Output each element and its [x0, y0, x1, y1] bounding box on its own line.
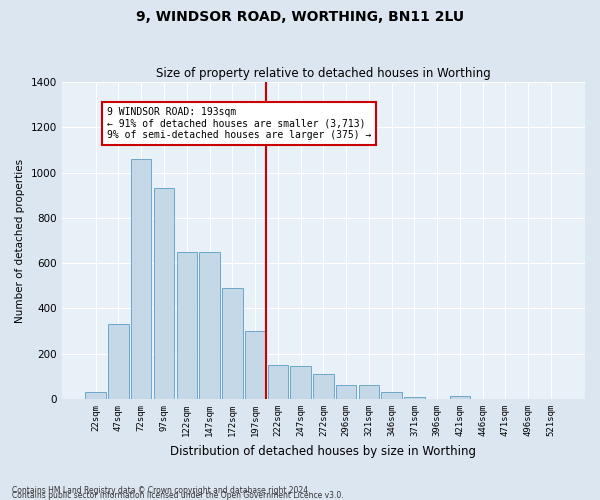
Text: 9, WINDSOR ROAD, WORTHING, BN11 2LU: 9, WINDSOR ROAD, WORTHING, BN11 2LU — [136, 10, 464, 24]
Text: 9 WINDSOR ROAD: 193sqm
← 91% of detached houses are smaller (3,713)
9% of semi-d: 9 WINDSOR ROAD: 193sqm ← 91% of detached… — [107, 107, 371, 140]
Text: Contains HM Land Registry data © Crown copyright and database right 2024.: Contains HM Land Registry data © Crown c… — [12, 486, 311, 495]
Title: Size of property relative to detached houses in Worthing: Size of property relative to detached ho… — [156, 66, 491, 80]
Bar — [199, 252, 220, 399]
Bar — [108, 324, 129, 399]
Bar — [245, 331, 265, 399]
Bar — [154, 188, 174, 399]
Bar — [382, 392, 402, 399]
Bar — [222, 288, 242, 399]
Bar — [449, 396, 470, 399]
Bar — [131, 159, 151, 399]
Bar — [313, 374, 334, 399]
Text: Contains public sector information licensed under the Open Government Licence v3: Contains public sector information licen… — [12, 490, 344, 500]
Y-axis label: Number of detached properties: Number of detached properties — [15, 158, 25, 322]
Bar — [85, 392, 106, 399]
Bar — [176, 252, 197, 399]
Bar — [268, 365, 288, 399]
Bar — [359, 386, 379, 399]
Bar — [404, 397, 425, 399]
Bar — [336, 386, 356, 399]
X-axis label: Distribution of detached houses by size in Worthing: Distribution of detached houses by size … — [170, 444, 476, 458]
Bar — [290, 366, 311, 399]
